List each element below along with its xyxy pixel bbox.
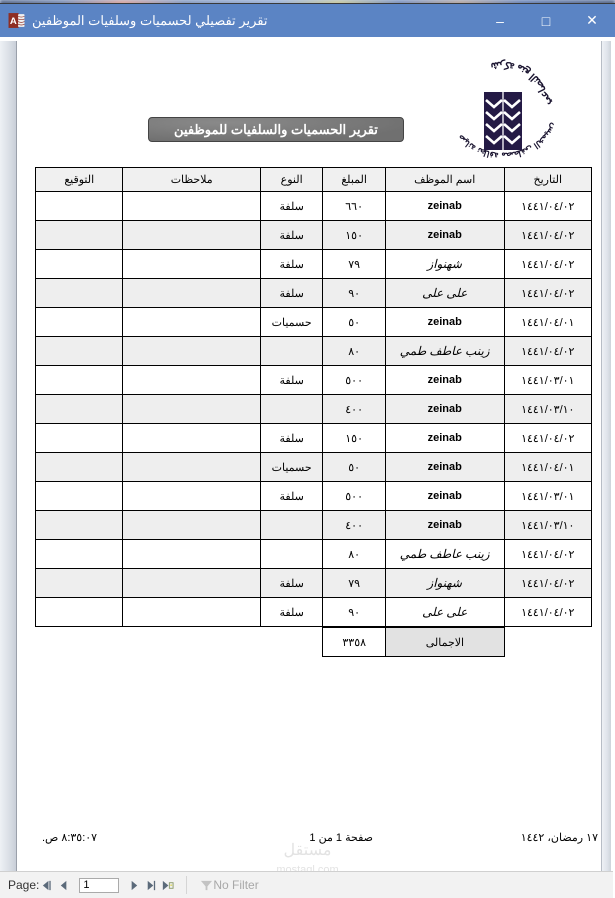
svg-text:A: A	[10, 16, 17, 27]
